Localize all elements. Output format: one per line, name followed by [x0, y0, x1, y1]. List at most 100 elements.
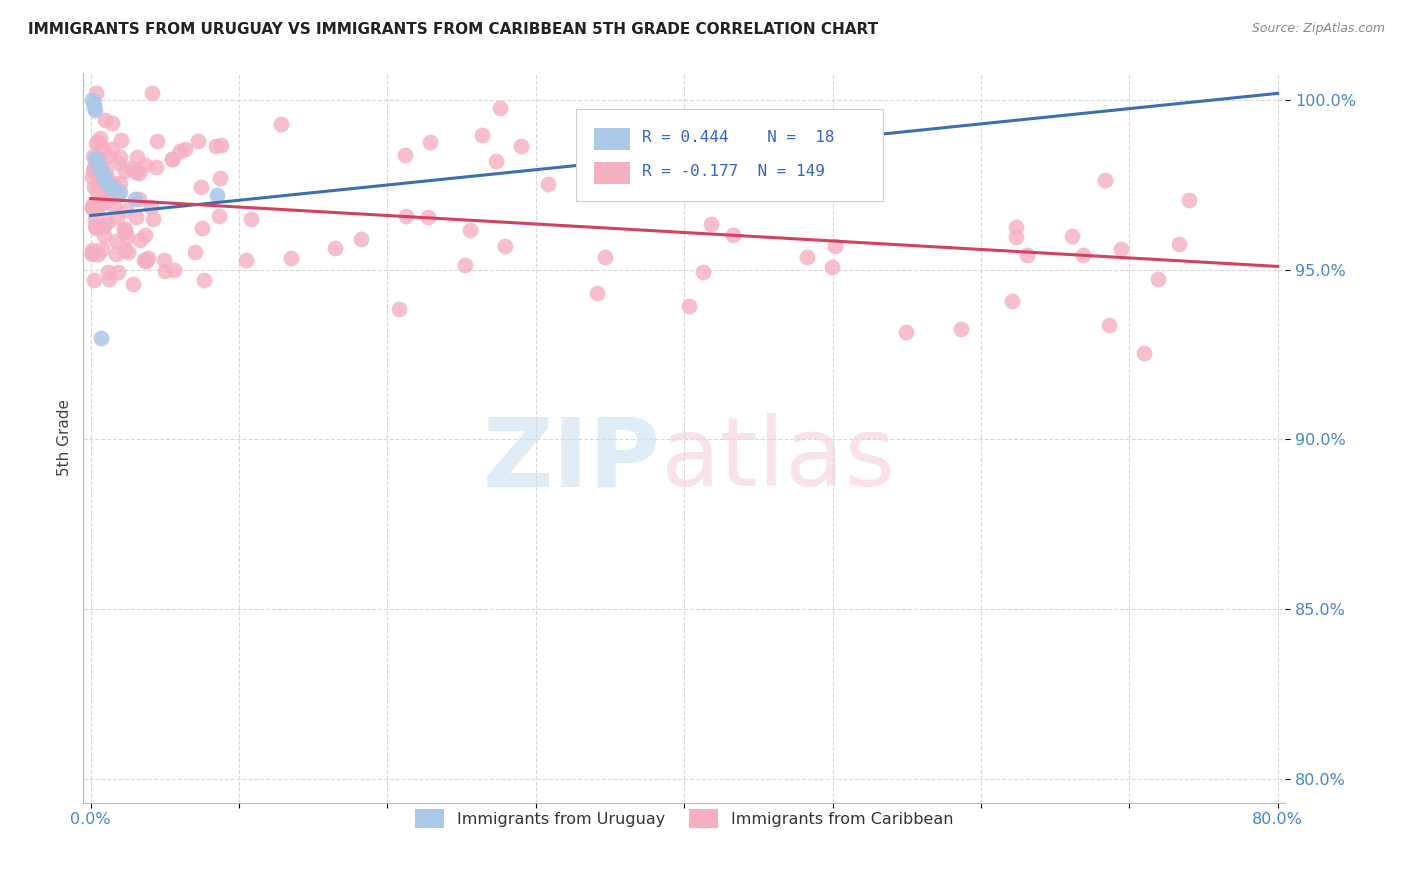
Point: [683, 136, 706, 151]
Bar: [595, 128, 630, 150]
Point: [1060, 228, 1083, 243]
Point: [86, 154, 108, 169]
Point: [93, 169, 115, 184]
Point: [114, 243, 136, 257]
Point: [84, 220, 107, 235]
Point: [1098, 318, 1121, 332]
Point: [87, 158, 110, 172]
Point: [489, 101, 512, 115]
Point: [1004, 220, 1026, 235]
Point: [97, 178, 120, 192]
Point: [87, 135, 110, 149]
Point: [101, 181, 124, 195]
Point: [1015, 248, 1038, 262]
Point: [107, 211, 129, 226]
Text: atlas: atlas: [661, 413, 896, 506]
Point: [124, 192, 146, 206]
Point: [160, 153, 183, 167]
Point: [84, 136, 107, 150]
Point: [1133, 345, 1156, 359]
Point: [82, 243, 104, 257]
Point: [689, 182, 711, 196]
Point: [1177, 193, 1199, 207]
Point: [82, 201, 104, 215]
Point: [84, 219, 107, 234]
Point: [128, 166, 150, 180]
Point: [169, 145, 191, 159]
Text: R = -0.177  N = 149: R = -0.177 N = 149: [643, 164, 825, 179]
Point: [100, 189, 122, 203]
Point: [419, 135, 441, 149]
Point: [174, 142, 197, 156]
Point: [94, 166, 117, 180]
Text: ZIP: ZIP: [482, 413, 661, 506]
Point: [82, 149, 104, 163]
Point: [692, 264, 714, 278]
Point: [193, 272, 215, 286]
Point: [134, 227, 156, 242]
Point: [100, 116, 122, 130]
Point: [87, 153, 110, 167]
Point: [82, 162, 104, 177]
Point: [796, 250, 818, 264]
Point: [114, 164, 136, 178]
Point: [1094, 173, 1116, 187]
Point: [350, 232, 373, 246]
Point: [1005, 230, 1028, 244]
Point: [93, 227, 115, 242]
Point: [1071, 247, 1094, 261]
Point: [187, 134, 209, 148]
Point: [949, 322, 972, 336]
Point: [90, 164, 112, 178]
Point: [240, 211, 263, 226]
Point: [83, 273, 105, 287]
Point: [96, 215, 118, 229]
Legend: Immigrants from Uruguay, Immigrants from Caribbean: Immigrants from Uruguay, Immigrants from…: [409, 803, 959, 835]
Point: [270, 118, 292, 132]
Point: [1147, 272, 1170, 286]
Point: [721, 227, 744, 242]
Bar: [595, 162, 630, 184]
Point: [509, 138, 531, 153]
Point: [593, 250, 616, 264]
Point: [125, 150, 148, 164]
Point: [96, 149, 118, 163]
Point: [83, 212, 105, 227]
Point: [160, 152, 183, 166]
Point: [87, 198, 110, 212]
Point: [91, 242, 114, 256]
Point: [82, 246, 104, 260]
Point: [107, 156, 129, 170]
Point: [128, 234, 150, 248]
Point: [209, 137, 232, 152]
Point: [141, 87, 163, 101]
Point: [90, 331, 112, 345]
Point: [94, 112, 117, 127]
Point: [125, 211, 148, 225]
Point: [83, 180, 105, 194]
Point: [87, 247, 110, 261]
Point: [89, 161, 111, 175]
Point: [128, 193, 150, 207]
Point: [110, 133, 132, 147]
Point: [97, 178, 120, 193]
Point: [205, 188, 228, 202]
Text: Source: ZipAtlas.com: Source: ZipAtlas.com: [1251, 22, 1385, 36]
Point: [83, 96, 105, 111]
Point: [112, 223, 135, 237]
Point: [83, 100, 105, 114]
Point: [104, 234, 127, 248]
Point: [458, 223, 481, 237]
Point: [416, 210, 439, 224]
FancyBboxPatch shape: [576, 110, 883, 201]
Point: [135, 253, 157, 268]
Point: [204, 138, 226, 153]
Point: [394, 148, 416, 162]
Point: [107, 187, 129, 202]
Point: [120, 161, 142, 175]
Point: [494, 239, 516, 253]
Point: [84, 157, 107, 171]
Point: [105, 247, 128, 261]
Point: [537, 177, 560, 191]
Point: [86, 87, 108, 101]
